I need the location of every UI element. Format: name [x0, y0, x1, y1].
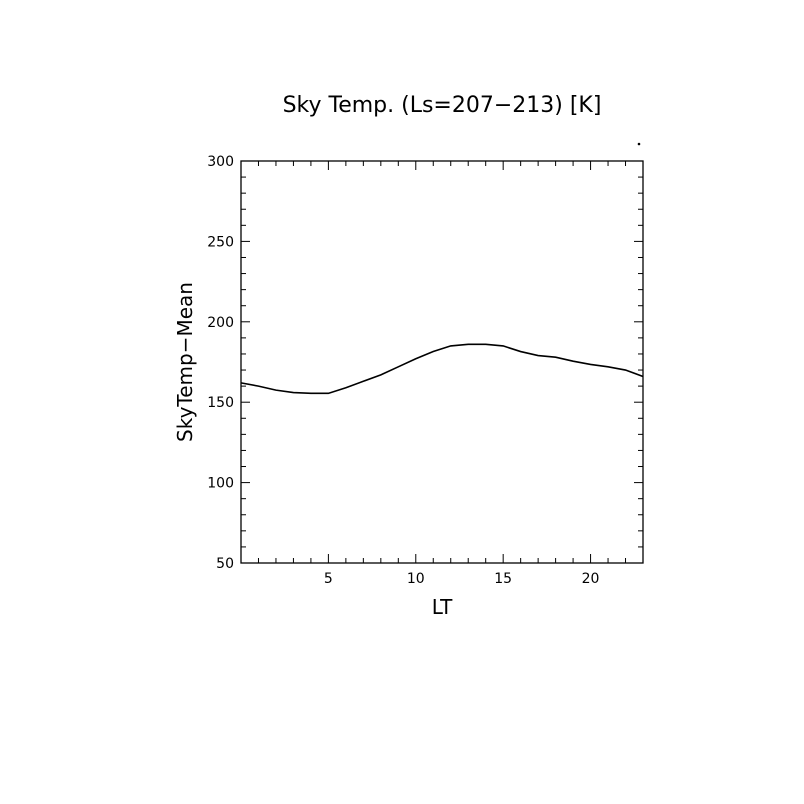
y-tick-label: 300	[207, 154, 234, 170]
y-tick-label: 100	[207, 476, 234, 492]
series-line-skytemp	[240, 343, 644, 395]
plot-frame	[240, 160, 644, 564]
y-tick-label: 50	[216, 556, 234, 572]
y-axis-label: SkyTemp−Mean	[173, 282, 197, 442]
tick-labels: 5 10 15 20 50 100 150 200 250 300	[207, 154, 599, 587]
x-tick-label: 10	[407, 571, 425, 587]
y-tick-label: 150	[207, 395, 234, 411]
x-axis-label: LT	[432, 595, 453, 619]
x-tick-label: 15	[494, 571, 512, 587]
axis-ticks	[240, 160, 644, 564]
chart-title: Sky Temp. (Ls=207−213) [K]	[283, 93, 602, 118]
x-tick-label: 20	[582, 571, 600, 587]
y-tick-label: 250	[207, 234, 234, 250]
x-tick-label: 5	[324, 571, 333, 587]
y-tick-label: 200	[207, 315, 234, 331]
corner-dot	[637, 142, 641, 146]
